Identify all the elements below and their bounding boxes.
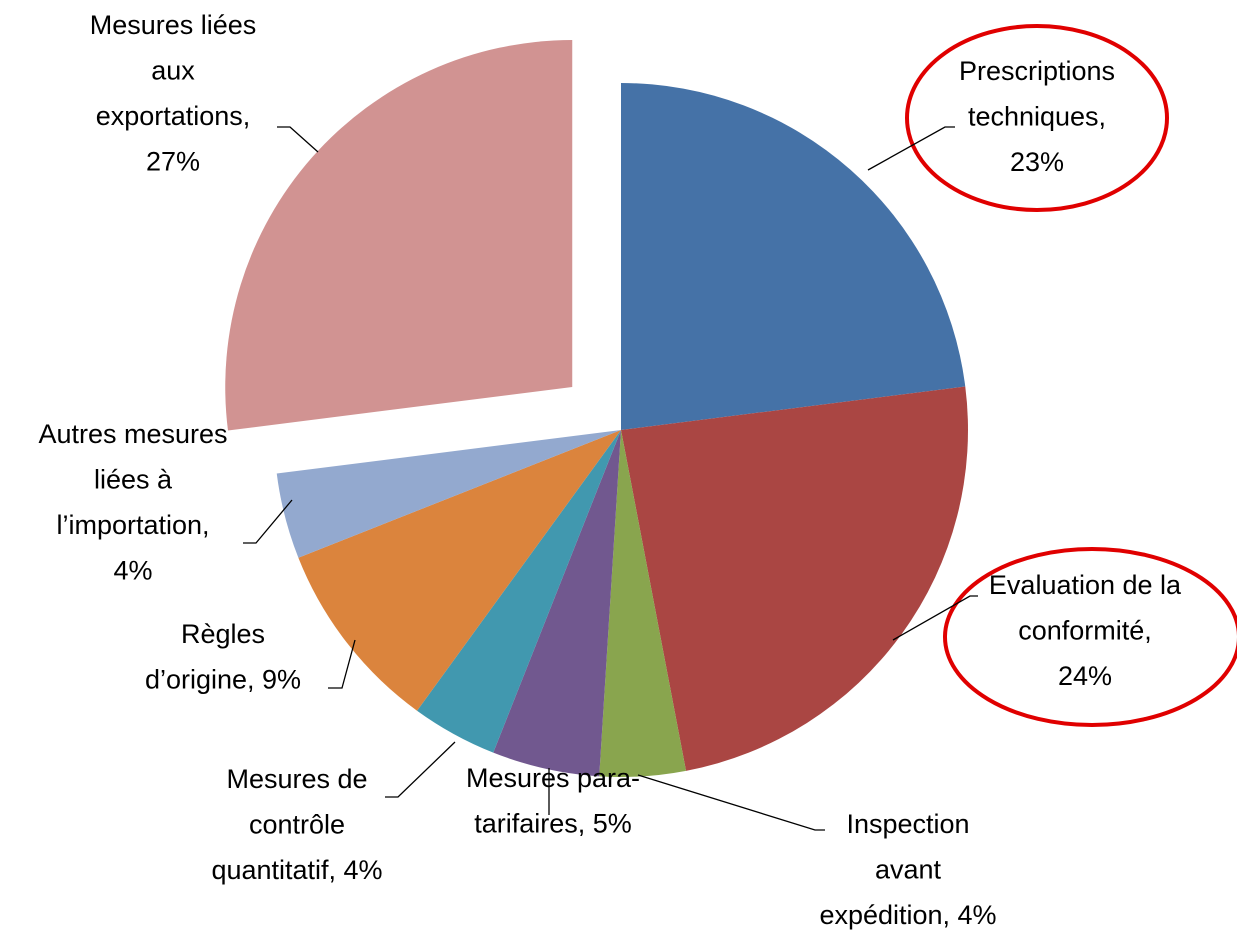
data-label: Evaluation de la conformité, 24% bbox=[989, 570, 1182, 691]
data-label: Règles d’origine, 9% bbox=[145, 619, 301, 695]
highlight-ellipse bbox=[943, 547, 1237, 727]
label-line: Prescriptions bbox=[959, 56, 1115, 86]
data-label: Mesures para-tarifaires, 5% bbox=[466, 763, 640, 839]
highlight-ellipse bbox=[905, 24, 1169, 212]
label-line: 27% bbox=[146, 147, 200, 177]
label-line: Mesures liées bbox=[90, 10, 257, 40]
label-line: Autres mesures bbox=[38, 419, 227, 449]
data-label: Autres mesures liées à l’importation, 4% bbox=[38, 419, 227, 586]
pie-slice bbox=[276, 430, 621, 558]
label-line: contrôle bbox=[249, 810, 345, 840]
label-line: quantitatif, 4% bbox=[211, 855, 382, 885]
label-line: 23% bbox=[1010, 147, 1064, 177]
leader-line bbox=[637, 774, 825, 831]
label-line: conformité, bbox=[1018, 616, 1152, 646]
label-line: exportations, bbox=[96, 101, 251, 131]
label-line: techniques, bbox=[968, 102, 1106, 132]
pie-slice bbox=[493, 430, 621, 777]
label-line: Inspection bbox=[846, 809, 969, 839]
label-line: Mesures para- bbox=[466, 763, 640, 793]
label-line: Règles bbox=[181, 619, 265, 649]
data-label: Inspection avant expédition, 4% bbox=[819, 809, 996, 930]
label-line: Evaluation de la bbox=[989, 570, 1182, 600]
label-line: l’importation, bbox=[56, 510, 209, 540]
label-line: 24% bbox=[1058, 661, 1112, 691]
label-line: liées à bbox=[94, 465, 173, 495]
pie-slice bbox=[621, 386, 968, 771]
data-label: Mesures de contrôle quantitatif, 4% bbox=[211, 764, 382, 885]
label-line: d’origine, 9% bbox=[145, 665, 301, 695]
label-line: aux bbox=[151, 56, 195, 86]
pie-slice bbox=[621, 83, 966, 430]
leader-line bbox=[867, 126, 955, 171]
data-label: Mesures liées aux exportations, 27% bbox=[90, 10, 257, 177]
leader-line bbox=[892, 595, 978, 641]
pie-slice bbox=[599, 430, 687, 777]
leader-line bbox=[243, 499, 293, 544]
label-line: expédition, 4% bbox=[819, 900, 996, 930]
label-line: 4% bbox=[113, 556, 152, 586]
pie-slice bbox=[225, 40, 573, 431]
pie-slice bbox=[417, 430, 621, 753]
label-line: tarifaires, 5% bbox=[474, 809, 632, 839]
leader-line bbox=[385, 741, 456, 798]
leader-line bbox=[277, 126, 319, 153]
label-line: Mesures de bbox=[226, 764, 367, 794]
label-line: avant bbox=[875, 855, 942, 885]
pie-slice bbox=[298, 430, 621, 711]
leader-line bbox=[328, 639, 356, 689]
data-label: Prescriptions techniques, 23% bbox=[959, 56, 1115, 177]
